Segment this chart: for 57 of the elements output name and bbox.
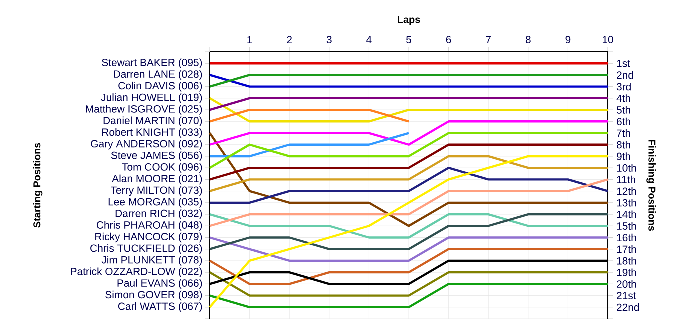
text: Julian HOWELL (019) xyxy=(101,94,202,104)
text: Chris PHAROAH (048) xyxy=(96,221,202,232)
y2-tick-label: 6th xyxy=(617,118,630,126)
text: Alan MOORE (021) xyxy=(112,174,202,185)
x-tick-label: 1 xyxy=(248,36,252,44)
text: Terry MILTON (073) xyxy=(111,186,202,196)
y2-tick-label: 12th xyxy=(617,187,636,196)
y2-tick-label: 20th xyxy=(617,280,636,288)
x-tick-label: 9 xyxy=(566,36,571,44)
text: Stewart BAKER (095) xyxy=(102,58,202,68)
y2-tick-label: 7th xyxy=(617,129,630,138)
x-tick-label: 4 xyxy=(366,36,372,44)
x-axis-title: Laps xyxy=(398,16,420,26)
y2-tick-label: 21st xyxy=(617,292,636,300)
text: Darren RICH (032) xyxy=(116,210,202,220)
y2-tick-label: 17th xyxy=(617,246,636,254)
text: Ricky HANCOCK (079) xyxy=(96,232,202,243)
text: Lee MORGAN (035) xyxy=(108,198,202,208)
y2-tick-label: 14th xyxy=(617,210,636,218)
x-tick-label: 10 xyxy=(602,36,614,44)
y2-tick-label: 19th xyxy=(617,268,636,276)
text: Daniel MARTIN (070) xyxy=(104,116,202,127)
y2-tick-label: 15th xyxy=(617,222,636,230)
y2-tick-label: 18th xyxy=(617,257,636,265)
y2-tick-label: 3rd xyxy=(616,82,631,91)
text: Jim PLUNKETT (078) xyxy=(102,256,202,266)
text: Matthew ISGROVE (025) xyxy=(86,105,202,115)
y2-tick-label: 2nd xyxy=(617,71,634,80)
y2-tick-label: 22nd xyxy=(617,304,640,312)
x-tick-label: 7 xyxy=(486,36,491,44)
y2-tick-label: 9th xyxy=(617,152,630,160)
text: Carl WATTS (067) xyxy=(118,302,202,312)
text: Darren LANE (028) xyxy=(114,70,202,80)
text: Robert KNIGHT (033) xyxy=(102,128,202,138)
y2-tick-label: 10th xyxy=(617,164,636,172)
text: Paul EVANS (066) xyxy=(118,279,202,290)
text: Chris TUCKFIELD (026) xyxy=(90,244,202,254)
x-tick-label: 2 xyxy=(287,36,292,44)
y2-tick-label: 13th xyxy=(617,199,636,207)
x-tick-label: 6 xyxy=(446,36,452,44)
y2-tick-label: 4th xyxy=(616,94,630,102)
y2-tick-label: 11th xyxy=(617,176,636,184)
text: Gary ANDERSON (092) xyxy=(91,140,202,150)
y2-tick-label: 16th xyxy=(617,234,636,242)
x-tick-label: 3 xyxy=(326,36,332,44)
x-tick-label: 8 xyxy=(526,36,531,44)
text: Starting Positions xyxy=(33,143,43,228)
text: Colin DAVIS (006) xyxy=(118,82,202,92)
x-tick-label: 5 xyxy=(406,36,412,44)
y2-tick-label: 5th xyxy=(616,106,630,114)
text: Steve JAMES (056) xyxy=(111,152,202,162)
text: Simon GOVER (098) xyxy=(106,290,202,301)
text: Tom COOK (096) xyxy=(122,163,202,173)
y2-tick-label: 8th xyxy=(616,141,630,149)
y2-axis-title: Finishing Positions xyxy=(646,140,656,232)
y2-tick-label: 1st xyxy=(617,60,630,68)
text: Patrick OZZARD-LOW (022) xyxy=(71,268,202,278)
